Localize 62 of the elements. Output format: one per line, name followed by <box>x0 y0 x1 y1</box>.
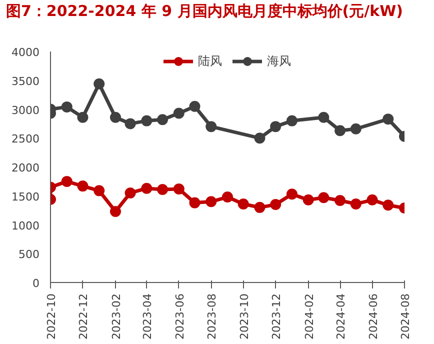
legend-label: 海风 <box>267 52 291 70</box>
point <box>350 198 362 210</box>
point <box>286 115 298 126</box>
point <box>189 197 200 208</box>
x-tick-label: 2024-08 <box>399 293 412 340</box>
point <box>382 200 394 211</box>
point <box>77 112 88 123</box>
x-tick-label: 2022-10 <box>45 293 58 340</box>
y-tick-label: 2500 <box>12 132 40 146</box>
point <box>77 180 88 192</box>
y-tick-label: 4000 <box>12 46 40 59</box>
point <box>61 176 72 187</box>
x-tick-label: 2024-06 <box>366 293 380 340</box>
point <box>270 199 282 210</box>
x-tick-label: 2022-12 <box>77 293 90 340</box>
x-tick-label: 2023-02 <box>110 293 123 340</box>
x-tick-label: 2023-08 <box>206 293 219 340</box>
y-tick-label: 3000 <box>12 104 40 117</box>
point <box>110 112 121 123</box>
point <box>302 194 314 206</box>
point <box>350 123 362 134</box>
chart-title: 图7：2022-2024 年 9 月国内风电月度中标均价(元/kW) <box>6 2 403 21</box>
y-tick-label: 0 <box>32 277 40 290</box>
point <box>270 121 282 132</box>
point <box>254 132 266 144</box>
point <box>124 187 136 198</box>
point <box>334 125 346 136</box>
x-tick-label: 2023-04 <box>141 293 154 340</box>
point <box>94 185 105 196</box>
y-tick-label: 1500 <box>12 190 40 204</box>
x-tick-label: 2023-12 <box>270 293 284 340</box>
point <box>318 112 330 123</box>
point <box>254 202 266 213</box>
point <box>334 195 346 206</box>
point <box>382 114 394 125</box>
y-tick-label: 3500 <box>12 74 40 88</box>
y-tick-label: 500 <box>18 248 40 262</box>
point <box>286 188 298 200</box>
point <box>94 78 105 90</box>
x-tick-label: 2024-04 <box>334 293 348 340</box>
point <box>189 100 200 112</box>
point <box>141 182 152 194</box>
point <box>141 115 152 126</box>
y-tick-label: 1000 <box>12 219 40 232</box>
x-tick-label: 2023-10 <box>238 293 251 340</box>
point <box>366 194 378 206</box>
y-tick-label: 2000 <box>12 162 40 174</box>
point <box>110 206 121 217</box>
point <box>318 192 330 204</box>
x-tick-label: 2023-06 <box>173 293 186 340</box>
point <box>173 108 184 119</box>
legend-label: 陆风 <box>198 52 222 70</box>
point <box>157 184 168 196</box>
point <box>206 196 217 208</box>
point <box>206 121 217 132</box>
point <box>124 118 136 130</box>
point <box>173 183 184 194</box>
point <box>238 198 249 210</box>
x-tick-label: 2024-02 <box>302 293 316 340</box>
point <box>222 192 233 203</box>
point <box>61 101 72 112</box>
point <box>157 114 168 126</box>
